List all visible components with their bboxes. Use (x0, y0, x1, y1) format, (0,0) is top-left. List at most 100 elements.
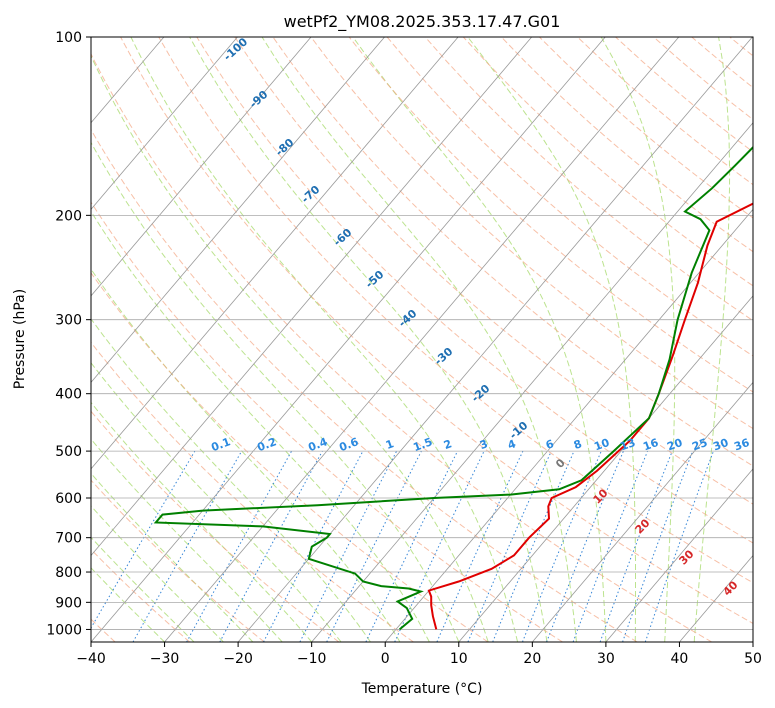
y-tick-label: 900 (55, 595, 82, 611)
moist-adiabat (91, 505, 224, 642)
dry-adiabat (196, 37, 753, 544)
mixing-ratio-label: 1.5 (411, 435, 434, 454)
moist-adiabat (600, 37, 676, 642)
series-1-line (153, 145, 753, 631)
isotherm (311, 122, 753, 642)
dry-adiabat (310, 37, 753, 430)
mixing-ratio-label: 4 (506, 437, 518, 452)
mixing-ratio-line (599, 450, 673, 642)
moist-adiabat (130, 37, 519, 642)
mixing-ratio-label: 2 (442, 437, 454, 452)
isotherm (91, 37, 312, 297)
x-tick-label: 40 (671, 651, 689, 667)
mixing-ratio-label: 25 (690, 436, 709, 453)
isotherm (91, 37, 459, 470)
dry-adiabat (348, 37, 753, 393)
dry-adiabat (386, 37, 753, 357)
y-tick-label: 400 (55, 387, 82, 403)
isotherm (91, 37, 532, 557)
isotherm (752, 641, 753, 642)
moist-adiabat (91, 210, 430, 642)
moist-adiabat (189, 37, 548, 642)
y-tick-label: 800 (55, 565, 82, 581)
mixing-ratio-lines (91, 450, 714, 642)
x-axis-ticks: −40 −30 −20 −10 0 10 20 30 40 50 (76, 642, 762, 667)
mixing-ratio-label: 0.4 (306, 435, 329, 454)
y-axis-label: Pressure (hPa) (12, 289, 28, 389)
dry-adiabat (91, 272, 489, 642)
mixing-ratio-line (522, 450, 602, 642)
moist-adiabat (693, 37, 731, 642)
mixing-ratio-label: 0.1 (209, 435, 232, 454)
dry-adiabat (158, 37, 753, 584)
x-tick-label: −10 (297, 651, 327, 667)
skewed-isotherm-lines (91, 37, 753, 642)
moist-adiabat (91, 318, 371, 642)
chart-title: wetPf2_YM08.2025.353.17.47.G01 (284, 12, 561, 32)
mixing-ratio-label: 30 (711, 436, 730, 454)
mixing-ratio-line (326, 450, 422, 642)
mixing-ratio-line (186, 450, 293, 642)
x-tick-label: 50 (744, 651, 762, 667)
moist-adiabat (91, 472, 254, 642)
y-axis-ticks: 100 200 300 400 500 600 700 800 900 1000 (46, 30, 91, 638)
plot-frame (90, 36, 754, 643)
dry-adiabat (91, 479, 265, 642)
mixing-ratio-line (622, 450, 694, 642)
mixing-ratio-label: 6 (544, 437, 556, 452)
isotherm (605, 468, 753, 642)
isotherm (384, 208, 753, 642)
moist-adiabat (91, 268, 401, 642)
dry-adiabat (91, 410, 340, 642)
x-tick-label: −40 (76, 651, 106, 667)
x-tick-label: 20 (523, 651, 541, 667)
isotherm (91, 37, 606, 642)
isotherm (237, 37, 753, 642)
moist-adiabat (352, 37, 607, 642)
mixing-ratio-label: 20 (665, 436, 684, 454)
moist-adiabat (261, 37, 577, 642)
moist-adiabat (91, 54, 489, 642)
mixing-ratio-line (299, 450, 398, 642)
dry-adiabat (91, 128, 638, 642)
series-0-line (427, 202, 753, 630)
x-tick-label: −30 (150, 651, 180, 667)
y-tick-label: 600 (55, 491, 82, 507)
mixing-ratio-line (572, 450, 649, 642)
dry-adiabat (768, 37, 775, 642)
mixing-ratio-label: 3 (478, 437, 490, 452)
mixing-ratio-line (436, 450, 524, 642)
mixing-ratio-label: 36 (732, 436, 751, 454)
mixing-ratio-label: 1 (384, 437, 396, 452)
y-tick-label: 300 (55, 313, 82, 329)
x-tick-label: 10 (450, 651, 468, 667)
y-tick-label: 500 (55, 444, 82, 460)
moist-adiabat (467, 37, 636, 642)
isotherm (458, 295, 753, 642)
x-tick-label: −20 (223, 651, 253, 667)
mixing-ratio-line (219, 450, 323, 642)
isotherm (532, 381, 753, 642)
dry-adiabat (91, 201, 563, 642)
y-tick-label: 200 (55, 208, 82, 224)
mixing-ratio-line (644, 450, 714, 642)
x-tick-label: 0 (381, 651, 390, 667)
mixing-ratio-line (546, 450, 624, 642)
isobar-grid-lines (91, 37, 753, 630)
isotherm (164, 37, 680, 642)
mixing-ratio-label: 0.6 (337, 435, 360, 454)
x-axis-label: Temperature (°C) (361, 681, 483, 697)
dry-adiabat (91, 52, 713, 642)
dry-adiabat (234, 37, 753, 505)
dry-adiabat (424, 37, 753, 322)
moist-adiabat (91, 141, 460, 642)
isotherm (91, 37, 385, 384)
mixing-ratio-label: 8 (572, 437, 584, 452)
dry-adiabat (120, 37, 753, 624)
mixing-ratio-label: 16 (641, 436, 660, 454)
mixing-ratio-label: 13 (618, 436, 637, 453)
mixing-ratio-label: 10 (592, 436, 611, 454)
dry-adiabat (91, 548, 191, 642)
mixing-ratio-label: 0.2 (255, 435, 278, 454)
